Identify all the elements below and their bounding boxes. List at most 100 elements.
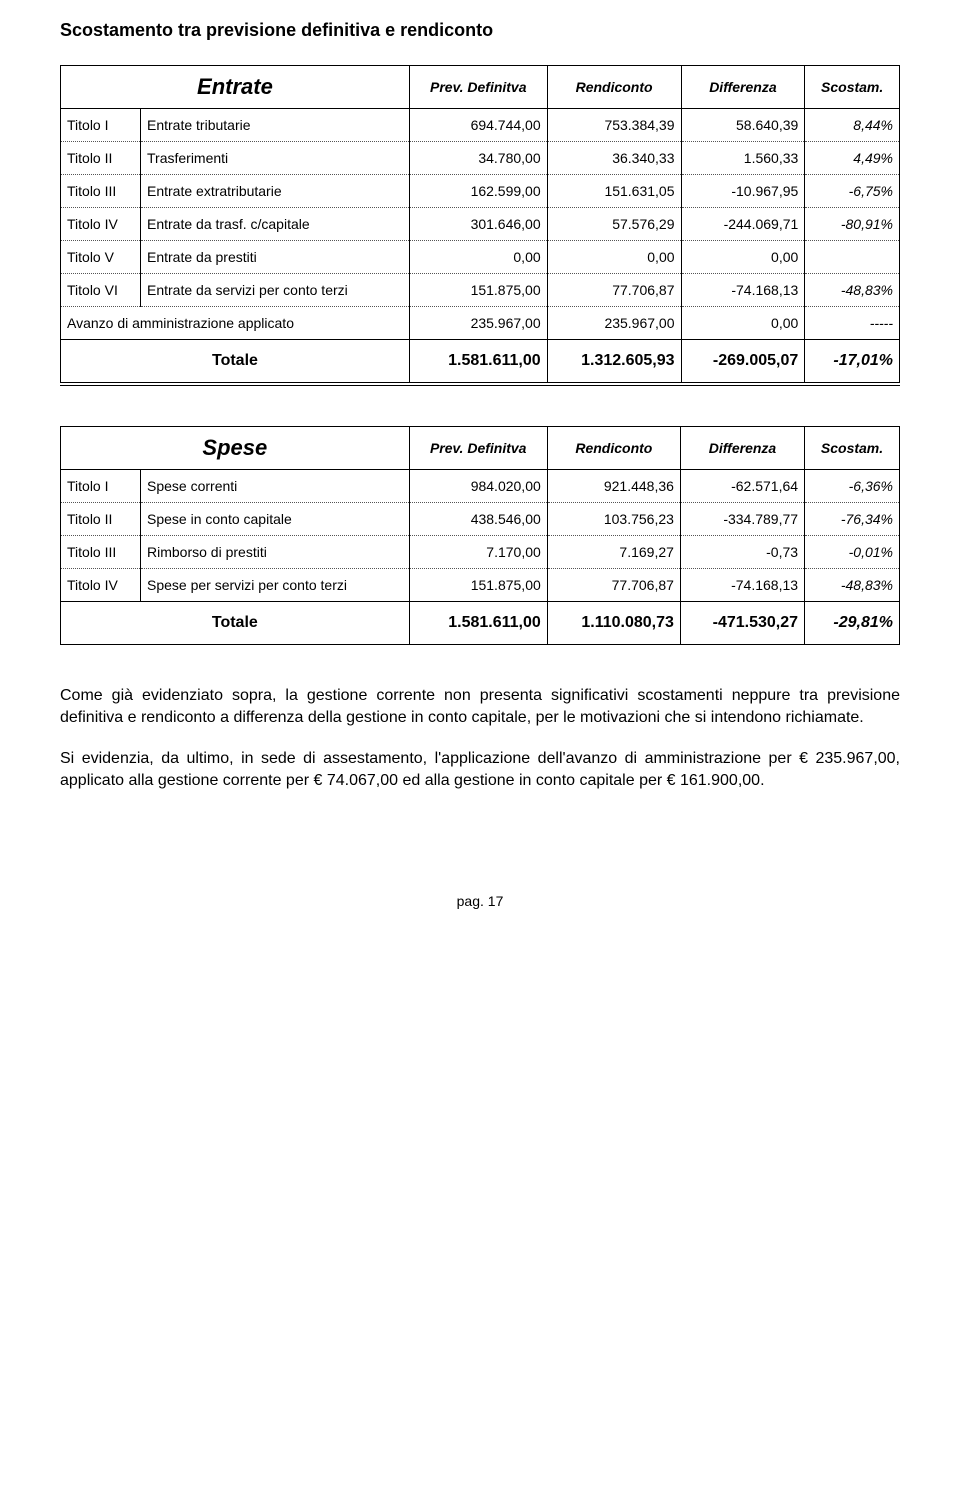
spese-header-row: Spese Prev. Definitva Rendiconto Differe… [61, 427, 900, 470]
entrate-heading: Entrate [61, 66, 410, 109]
total-rend: 1.312.605,93 [547, 340, 681, 385]
row-desc: Avanzo di amministrazione applicato [61, 307, 410, 340]
col-rend: Rendiconto [547, 66, 681, 109]
total-diff: -471.530,27 [680, 602, 804, 645]
row-scost: -0,01% [805, 536, 900, 569]
row-diff: -0,73 [680, 536, 804, 569]
table-row: Titolo VEntrate da prestiti0,000,000,00 [61, 241, 900, 274]
row-title-label: Titolo VI [61, 274, 141, 307]
row-desc: Rimborso di prestiti [141, 536, 410, 569]
spese-total-row: Totale 1.581.611,00 1.110.080,73 -471.53… [61, 602, 900, 645]
paragraph-1: Come già evidenziato sopra, la gestione … [60, 685, 900, 730]
total-prev: 1.581.611,00 [409, 602, 547, 645]
row-diff: -334.789,77 [680, 503, 804, 536]
row-title-label: Titolo III [61, 175, 141, 208]
row-diff: -62.571,64 [680, 470, 804, 503]
total-rend: 1.110.080,73 [547, 602, 680, 645]
spese-table: Spese Prev. Definitva Rendiconto Differe… [60, 426, 900, 645]
table-row: Titolo IIIEntrate extratributarie162.599… [61, 175, 900, 208]
row-prev: 301.646,00 [409, 208, 547, 241]
row-desc: Spese in conto capitale [141, 503, 410, 536]
col-prev: Prev. Definitva [409, 66, 547, 109]
row-rend: 103.756,23 [547, 503, 680, 536]
row-rend: 7.169,27 [547, 536, 680, 569]
page-footer: pag. 17 [60, 893, 900, 909]
row-title-label: Titolo IV [61, 569, 141, 602]
page-title: Scostamento tra previsione definitiva e … [60, 20, 900, 41]
table-row: Titolo IVEntrate da trasf. c/capitale301… [61, 208, 900, 241]
row-desc: Entrate da servizi per conto terzi [141, 274, 410, 307]
table-row: Avanzo di amministrazione applicato235.9… [61, 307, 900, 340]
row-title-label: Titolo II [61, 142, 141, 175]
row-desc: Trasferimenti [141, 142, 410, 175]
row-scost: -76,34% [805, 503, 900, 536]
total-label: Totale [61, 340, 410, 385]
row-title-label: Titolo I [61, 109, 141, 142]
row-desc: Spese correnti [141, 470, 410, 503]
row-prev: 7.170,00 [409, 536, 547, 569]
row-prev: 151.875,00 [409, 274, 547, 307]
row-prev: 235.967,00 [409, 307, 547, 340]
table-row: Titolo IVSpese per servizi per conto ter… [61, 569, 900, 602]
row-rend: 235.967,00 [547, 307, 681, 340]
total-label: Totale [61, 602, 410, 645]
row-rend: 0,00 [547, 241, 681, 274]
row-scost: 8,44% [805, 109, 900, 142]
row-desc: Entrate da prestiti [141, 241, 410, 274]
row-prev: 438.546,00 [409, 503, 547, 536]
row-prev: 34.780,00 [409, 142, 547, 175]
row-desc: Entrate da trasf. c/capitale [141, 208, 410, 241]
row-rend: 77.706,87 [547, 274, 681, 307]
table-row: Titolo IISpese in conto capitale438.546,… [61, 503, 900, 536]
row-title-label: Titolo I [61, 470, 141, 503]
row-rend: 36.340,33 [547, 142, 681, 175]
row-scost: -6,75% [805, 175, 900, 208]
row-diff: -74.168,13 [680, 569, 804, 602]
row-title-label: Titolo II [61, 503, 141, 536]
table-row: Titolo IEntrate tributarie694.744,00753.… [61, 109, 900, 142]
total-diff: -269.005,07 [681, 340, 805, 385]
row-desc: Entrate extratributarie [141, 175, 410, 208]
entrate-total-row: Totale 1.581.611,00 1.312.605,93 -269.00… [61, 340, 900, 385]
row-scost: ----- [805, 307, 900, 340]
entrate-header-row: Entrate Prev. Definitva Rendiconto Diffe… [61, 66, 900, 109]
col-rend: Rendiconto [547, 427, 680, 470]
row-scost: -48,83% [805, 274, 900, 307]
row-rend: 57.576,29 [547, 208, 681, 241]
row-prev: 984.020,00 [409, 470, 547, 503]
col-diff: Differenza [680, 427, 804, 470]
row-diff: -244.069,71 [681, 208, 805, 241]
row-rend: 753.384,39 [547, 109, 681, 142]
col-scost: Scostam. [805, 427, 900, 470]
row-desc: Spese per servizi per conto terzi [141, 569, 410, 602]
row-prev: 162.599,00 [409, 175, 547, 208]
row-scost: -80,91% [805, 208, 900, 241]
row-desc: Entrate tributarie [141, 109, 410, 142]
row-prev: 694.744,00 [409, 109, 547, 142]
row-diff: -10.967,95 [681, 175, 805, 208]
table-row: Titolo ISpese correnti984.020,00921.448,… [61, 470, 900, 503]
table-row: Titolo IIIRimborso di prestiti7.170,007.… [61, 536, 900, 569]
col-scost: Scostam. [805, 66, 900, 109]
total-scost: -17,01% [805, 340, 900, 385]
row-diff: 58.640,39 [681, 109, 805, 142]
entrate-table: Entrate Prev. Definitva Rendiconto Diffe… [60, 65, 900, 386]
row-diff: 0,00 [681, 307, 805, 340]
row-scost [805, 241, 900, 274]
row-diff: 0,00 [681, 241, 805, 274]
row-diff: 1.560,33 [681, 142, 805, 175]
total-prev: 1.581.611,00 [409, 340, 547, 385]
table-row: Titolo IITrasferimenti34.780,0036.340,33… [61, 142, 900, 175]
row-scost: -48,83% [805, 569, 900, 602]
row-title-label: Titolo IV [61, 208, 141, 241]
table-row: Titolo VIEntrate da servizi per conto te… [61, 274, 900, 307]
row-prev: 0,00 [409, 241, 547, 274]
spese-heading: Spese [61, 427, 410, 470]
row-title-label: Titolo V [61, 241, 141, 274]
row-title-label: Titolo III [61, 536, 141, 569]
row-diff: -74.168,13 [681, 274, 805, 307]
row-prev: 151.875,00 [409, 569, 547, 602]
row-rend: 151.631,05 [547, 175, 681, 208]
row-rend: 77.706,87 [547, 569, 680, 602]
row-scost: 4,49% [805, 142, 900, 175]
